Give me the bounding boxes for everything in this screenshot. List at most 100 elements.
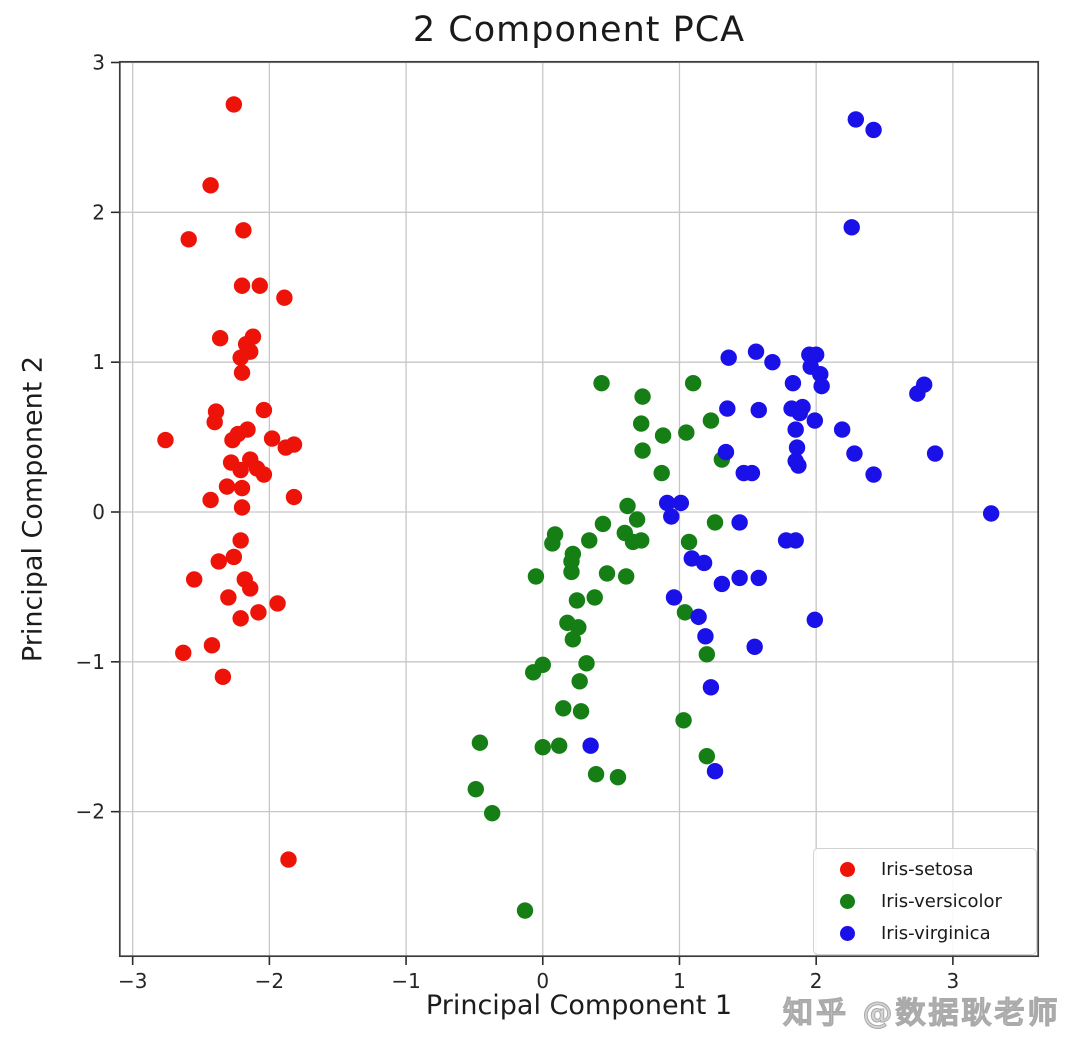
scatter-point-Iris-versicolor (619, 497, 636, 515)
scatter-point-Iris-setosa (232, 532, 249, 549)
scatter-point-Iris-versicolor (593, 374, 610, 392)
scatter-point-Iris-versicolor (534, 739, 551, 756)
y-tick-label: 0 (92, 500, 105, 524)
scatter-point-Iris-virginica (702, 679, 720, 696)
scatter-point-Iris-setosa (233, 479, 251, 497)
scatter-point-Iris-virginica (719, 400, 736, 417)
x-tick-label: 2 (810, 969, 823, 993)
scatter-point-Iris-versicolor (628, 511, 646, 528)
legend-marker-icon (840, 862, 855, 878)
scatter-point-Iris-versicolor (578, 655, 595, 672)
scatter-point-Iris-virginica (926, 445, 944, 462)
x-tick-label: −3 (118, 969, 147, 993)
scatter-point-Iris-versicolor (571, 673, 588, 690)
scatter-point-Iris-versicolor (581, 532, 598, 549)
scatter-point-Iris-versicolor (587, 766, 605, 783)
y-axis-label: Principal Component 2 (17, 355, 49, 663)
scatter-point-Iris-virginica (750, 569, 767, 587)
scatter-point-Iris-setosa (233, 277, 251, 294)
scatter-point-Iris-virginica (663, 508, 680, 525)
scatter-point-Iris-virginica (747, 343, 765, 360)
scatter-point-Iris-virginica (683, 550, 700, 567)
scatter-point-Iris-setosa (285, 488, 303, 506)
scatter-point-Iris-virginica (813, 377, 830, 395)
x-tick-label: −2 (255, 969, 284, 993)
scatter-point-Iris-setosa (280, 851, 297, 868)
scatter-point-Iris-versicolor (572, 703, 590, 720)
scatter-point-Iris-versicolor (568, 592, 586, 609)
scatter-point-Iris-setosa (250, 604, 267, 621)
x-axis-label: Principal Component 1 (425, 990, 733, 1021)
scatter-point-Iris-virginica (746, 638, 763, 656)
scatter-point-Iris-setosa (202, 177, 219, 194)
scatter-point-Iris-virginica (713, 575, 731, 593)
scatter-point-Iris-virginica (790, 457, 807, 474)
scatter-point-Iris-virginica (806, 611, 824, 629)
scatter-point-Iris-setosa (232, 610, 249, 627)
scatter-point-Iris-setosa (285, 436, 303, 453)
scatter-point-Iris-setosa (255, 466, 273, 483)
scatter-point-Iris-versicolor (586, 589, 603, 606)
scatter-point-Iris-virginica (843, 219, 860, 236)
scatter-point-Iris-versicolor (550, 737, 568, 754)
scatter-point-Iris-setosa (214, 668, 232, 686)
scatter-point-Iris-versicolor (534, 656, 551, 674)
scatter-point-Iris-versicolor (698, 748, 716, 765)
scatter-point-Iris-setosa (276, 289, 293, 306)
scatter-point-Iris-setosa (233, 364, 251, 381)
scatter-point-Iris-versicolor (544, 535, 561, 552)
scatter-point-Iris-setosa (185, 571, 203, 588)
scatter-point-Iris-virginica (672, 494, 690, 512)
scatter-point-Iris-virginica (717, 443, 735, 461)
y-tick-label: 3 (92, 50, 105, 74)
scatter-point-Iris-versicolor (632, 532, 650, 549)
scatter-point-Iris-setosa (222, 454, 240, 471)
y-tick-label: −2 (76, 800, 105, 824)
scatter-point-Iris-setosa (206, 413, 223, 431)
scatter-point-Iris-versicolor (471, 734, 489, 751)
scatter-point-Iris-versicolor (680, 533, 698, 551)
legend-item: Iris-setosa (814, 855, 1036, 885)
scatter-point-Iris-virginica (750, 401, 767, 419)
scatter-point-Iris-versicolor (654, 427, 672, 444)
scatter-point-Iris-setosa (157, 431, 174, 449)
x-tick-label: −1 (391, 969, 420, 993)
scatter-point-Iris-setosa (225, 548, 243, 566)
legend-marker-icon (840, 894, 855, 909)
scatter-point-Iris-setosa (220, 589, 237, 606)
scatter-point-Iris-setosa (235, 222, 252, 239)
scatter-point-Iris-virginica (787, 421, 804, 438)
scatter-point-Iris-virginica (697, 628, 714, 645)
scatter-point-Iris-virginica (787, 532, 804, 549)
y-tick-label: −1 (76, 650, 105, 674)
scatter-point-Iris-virginica (784, 374, 802, 392)
scatter-point-Iris-virginica (788, 439, 806, 456)
x-tick-label: 3 (947, 969, 960, 993)
y-tick-label: 1 (92, 350, 105, 374)
scatter-point-Iris-versicolor (702, 412, 720, 429)
scatter-point-Iris-versicolor (706, 514, 724, 531)
scatter-point-Iris-versicolor (676, 604, 694, 621)
legend-marker-icon (840, 925, 855, 941)
scatter-point-Iris-virginica (665, 589, 683, 606)
plot-border (118, 60, 1040, 958)
scatter-point-Iris-virginica (658, 494, 676, 512)
scatter-point-Iris-virginica (847, 111, 865, 128)
scatter-point-Iris-versicolor (564, 631, 582, 648)
legend: Iris-setosa Iris-versicolor Iris-virginica (813, 848, 1037, 955)
x-tick-label: 1 (673, 969, 686, 993)
scatter-point-Iris-setosa (203, 637, 221, 654)
legend-item: Iris-versicolor (814, 887, 1036, 917)
scatter-point-Iris-setosa (251, 277, 269, 294)
scatter-point-Iris-setosa (211, 329, 229, 347)
scatter-point-Iris-setosa (255, 401, 273, 419)
scatter-point-Iris-virginica (833, 421, 851, 438)
scatter-point-Iris-virginica (915, 376, 933, 393)
scatter-point-Iris-versicolor (698, 646, 716, 663)
scatter-point-Iris-versicolor (609, 769, 627, 786)
scatter-point-Iris-versicolor (684, 374, 702, 392)
scatter-point-Iris-versicolor (467, 780, 484, 798)
scatter-point-Iris-virginica (695, 554, 713, 572)
chart-title: 2 Component PCA (412, 10, 746, 50)
